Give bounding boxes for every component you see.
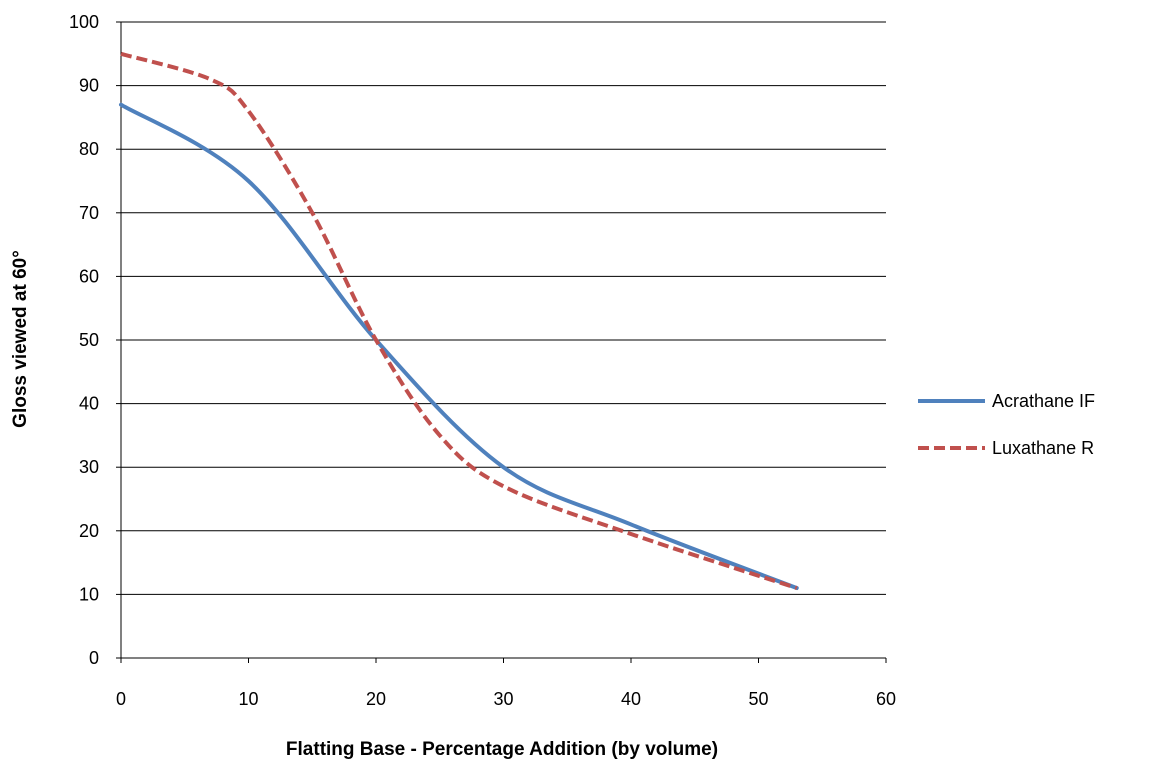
y-tick-label: 50: [79, 330, 99, 350]
y-tick-label: 0: [89, 648, 99, 668]
x-tick-label: 50: [748, 689, 768, 709]
x-tick-label: 60: [876, 689, 896, 709]
series-line-2: [120, 51, 798, 590]
y-tick-label: 10: [79, 584, 99, 604]
tick-labels: 0 10 20 30 40 50 60 70 80 90 100 0 10 20 30 40 50 60: [69, 12, 896, 709]
legend-label-2: Luxathane R: [992, 438, 1094, 458]
y-axis-title: Gloss viewed at 60°: [10, 250, 31, 428]
series-lines: [119, 51, 799, 591]
y-tick-label: 90: [79, 76, 99, 96]
x-tick-label: 20: [366, 689, 386, 709]
y-tick-label: 100: [69, 12, 99, 32]
legend: Acrathane IF Luxathane R: [918, 391, 1095, 458]
x-axis-title: Flatting Base - Percentage Addition (by …: [286, 739, 718, 760]
y-tick-label: 80: [79, 139, 99, 159]
y-tick-label: 20: [79, 521, 99, 541]
x-tick-label: 30: [493, 689, 513, 709]
y-tick-label: 30: [79, 457, 99, 477]
y-tick-label: 40: [79, 394, 99, 414]
x-tick-label: 40: [621, 689, 641, 709]
series-line-1: [119, 102, 799, 591]
y-tick-label: 70: [79, 203, 99, 223]
legend-label-1: Acrathane IF: [992, 391, 1095, 411]
x-tick-label: 0: [116, 689, 126, 709]
gridlines: [121, 21, 886, 595]
y-tick-label: 60: [79, 266, 99, 286]
x-tick-label: 10: [238, 689, 258, 709]
axes: [116, 21, 887, 663]
